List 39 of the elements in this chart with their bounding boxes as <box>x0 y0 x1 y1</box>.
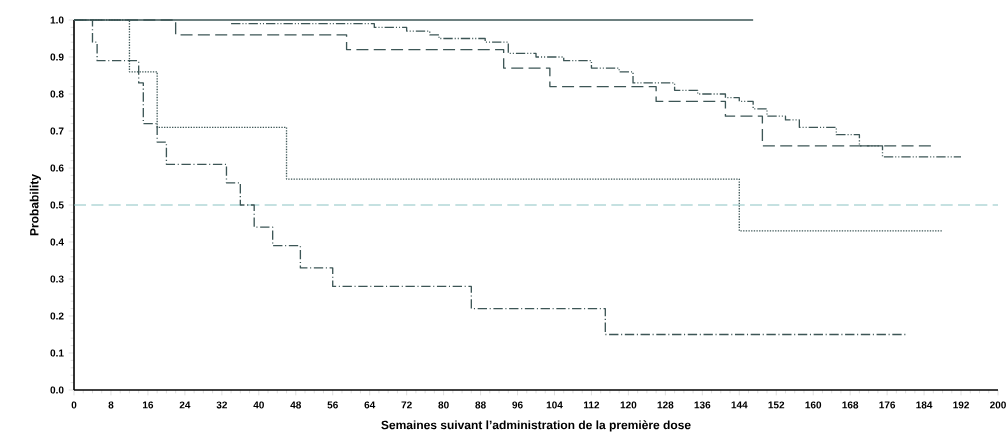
x-tick-label: 144 <box>731 401 748 409</box>
x-tick-label: 184 <box>916 401 933 409</box>
x-tick-label: 152 <box>768 401 785 409</box>
x-tick-label: 112 <box>584 401 600 409</box>
x-tick-label: 128 <box>657 401 674 409</box>
x-tick-label: 200 <box>990 401 1006 409</box>
y-tick-label: 0.3 <box>50 275 64 283</box>
x-tick-label: 96 <box>512 401 523 409</box>
x-tick-label: 104 <box>546 401 563 409</box>
x-tick-label: 120 <box>620 401 637 409</box>
y-tick-label: 0.7 <box>50 127 64 135</box>
y-tick-label: 1.0 <box>50 16 64 24</box>
x-tick-label: 72 <box>401 401 412 409</box>
x-tick-label: 160 <box>805 401 822 409</box>
x-tick-label: 32 <box>216 401 228 409</box>
y-tick-label: 0.6 <box>50 164 64 172</box>
x-tick-label: 80 <box>438 401 449 409</box>
x-axis-title: Semaines suivant l’administration de la première dose <box>381 420 691 432</box>
x-tick-label: 16 <box>142 401 154 409</box>
x-tick-label: 192 <box>953 401 969 409</box>
x-tick-label: 168 <box>842 401 859 409</box>
x-tick-label: 48 <box>290 401 302 409</box>
x-tick-label: 24 <box>179 401 191 409</box>
y-tick-label: 0.8 <box>50 90 64 98</box>
y-tick-label: 0.1 <box>50 349 64 357</box>
x-tick-label: 88 <box>475 401 486 409</box>
x-tick-label: 0 <box>71 401 77 409</box>
y-tick-label: 0.4 <box>50 238 64 246</box>
x-tick-label: 136 <box>694 401 711 409</box>
x-tick-label: 176 <box>879 401 896 409</box>
y-tick-label: 0.0 <box>50 386 64 394</box>
x-tick-label: 40 <box>253 401 264 409</box>
y-tick-label: 0.2 <box>50 312 64 320</box>
x-tick-label: 56 <box>327 401 338 409</box>
y-tick-label: 0.5 <box>50 201 64 209</box>
x-tick-label: 64 <box>364 401 376 409</box>
x-tick-label: 8 <box>108 401 114 409</box>
y-axis-title: Probability <box>29 174 41 236</box>
y-tick-label: 0.9 <box>50 53 64 61</box>
